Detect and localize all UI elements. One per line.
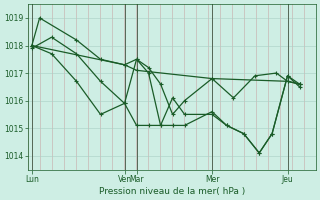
X-axis label: Pression niveau de la mer( hPa ): Pression niveau de la mer( hPa ) — [99, 187, 245, 196]
